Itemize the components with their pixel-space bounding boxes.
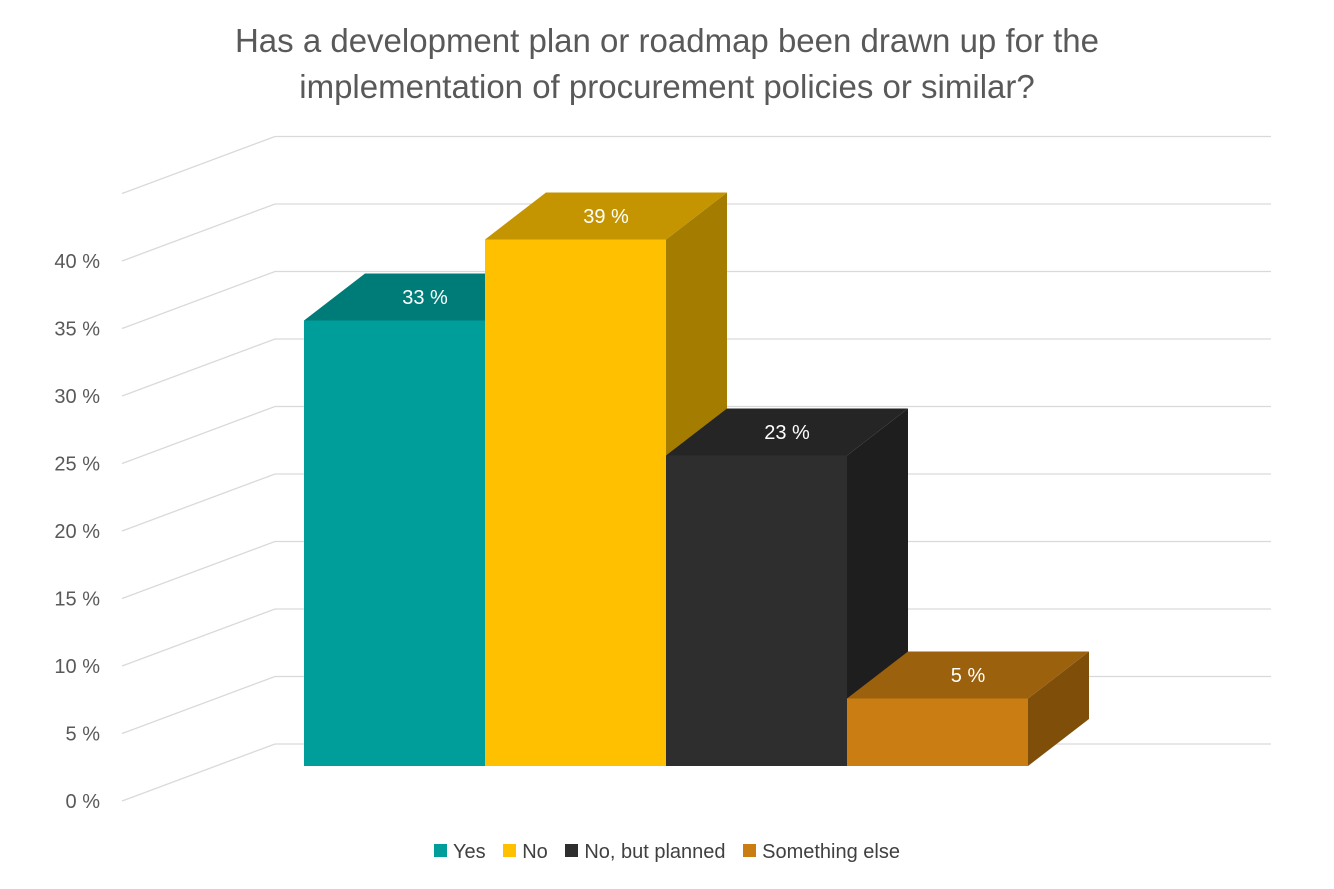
gridline (121, 270, 1271, 330)
legend-label-no: No (522, 841, 548, 863)
gridline (121, 203, 1271, 262)
data-label-yes: 33 % (402, 287, 448, 309)
y-tick-label: 10 % (54, 656, 100, 678)
bar-top-no (485, 192, 727, 240)
y-tick-label: 35 % (54, 319, 100, 341)
chart-title: Has a development plan or roadmap been d… (0, 18, 1334, 110)
data-label-something-else: 5 % (951, 665, 986, 687)
bar-no-but-planned (666, 455, 847, 766)
data-label-no-but-planned: 23 % (764, 422, 810, 444)
legend-swatch-something-else (743, 844, 757, 858)
gridline (121, 405, 1271, 465)
y-tick-label: 20 % (54, 521, 100, 543)
y-tick-label: 5 % (66, 724, 101, 746)
legend-label-something-else: Something else (762, 841, 900, 863)
y-tick-label: 0 % (66, 791, 101, 813)
gridline (121, 608, 1271, 667)
legend-item-yes: Yes (433, 841, 486, 864)
legend-item-something-else: Something else (743, 841, 900, 864)
bar-yes (304, 320, 485, 766)
bar-something-else (847, 698, 1028, 766)
legend-item-no: No (503, 841, 548, 864)
gridline (121, 135, 1271, 195)
bar-top-no-but-planned (666, 408, 908, 456)
legend-item-no-but-planned: No, but planned (565, 841, 726, 864)
y-tick-label: 25 % (54, 454, 100, 476)
legend-swatch-no (503, 844, 517, 858)
y-tick-label: 40 % (54, 251, 100, 273)
gridline (121, 338, 1271, 397)
bar-no (485, 239, 666, 766)
legend: Yes No No, but planned Something else (0, 841, 1334, 864)
bar-side-something-else (1028, 651, 1089, 766)
data-label-no: 39 % (583, 206, 629, 228)
chart-title-line-2: implementation of procurement policies o… (299, 68, 1035, 105)
bar-top-something-else (847, 651, 1089, 699)
legend-label-no-but-planned: No, but planned (584, 841, 726, 863)
gridline (121, 473, 1271, 532)
gridline (121, 540, 1271, 600)
chart-title-line-1: Has a development plan or roadmap been d… (234, 22, 1100, 59)
legend-swatch-no-but-planned (565, 844, 579, 858)
y-tick-label: 15 % (54, 589, 100, 611)
legend-swatch-yes (433, 844, 447, 858)
legend-label-yes: Yes (452, 841, 486, 863)
y-tick-label: 30 % (54, 386, 100, 408)
